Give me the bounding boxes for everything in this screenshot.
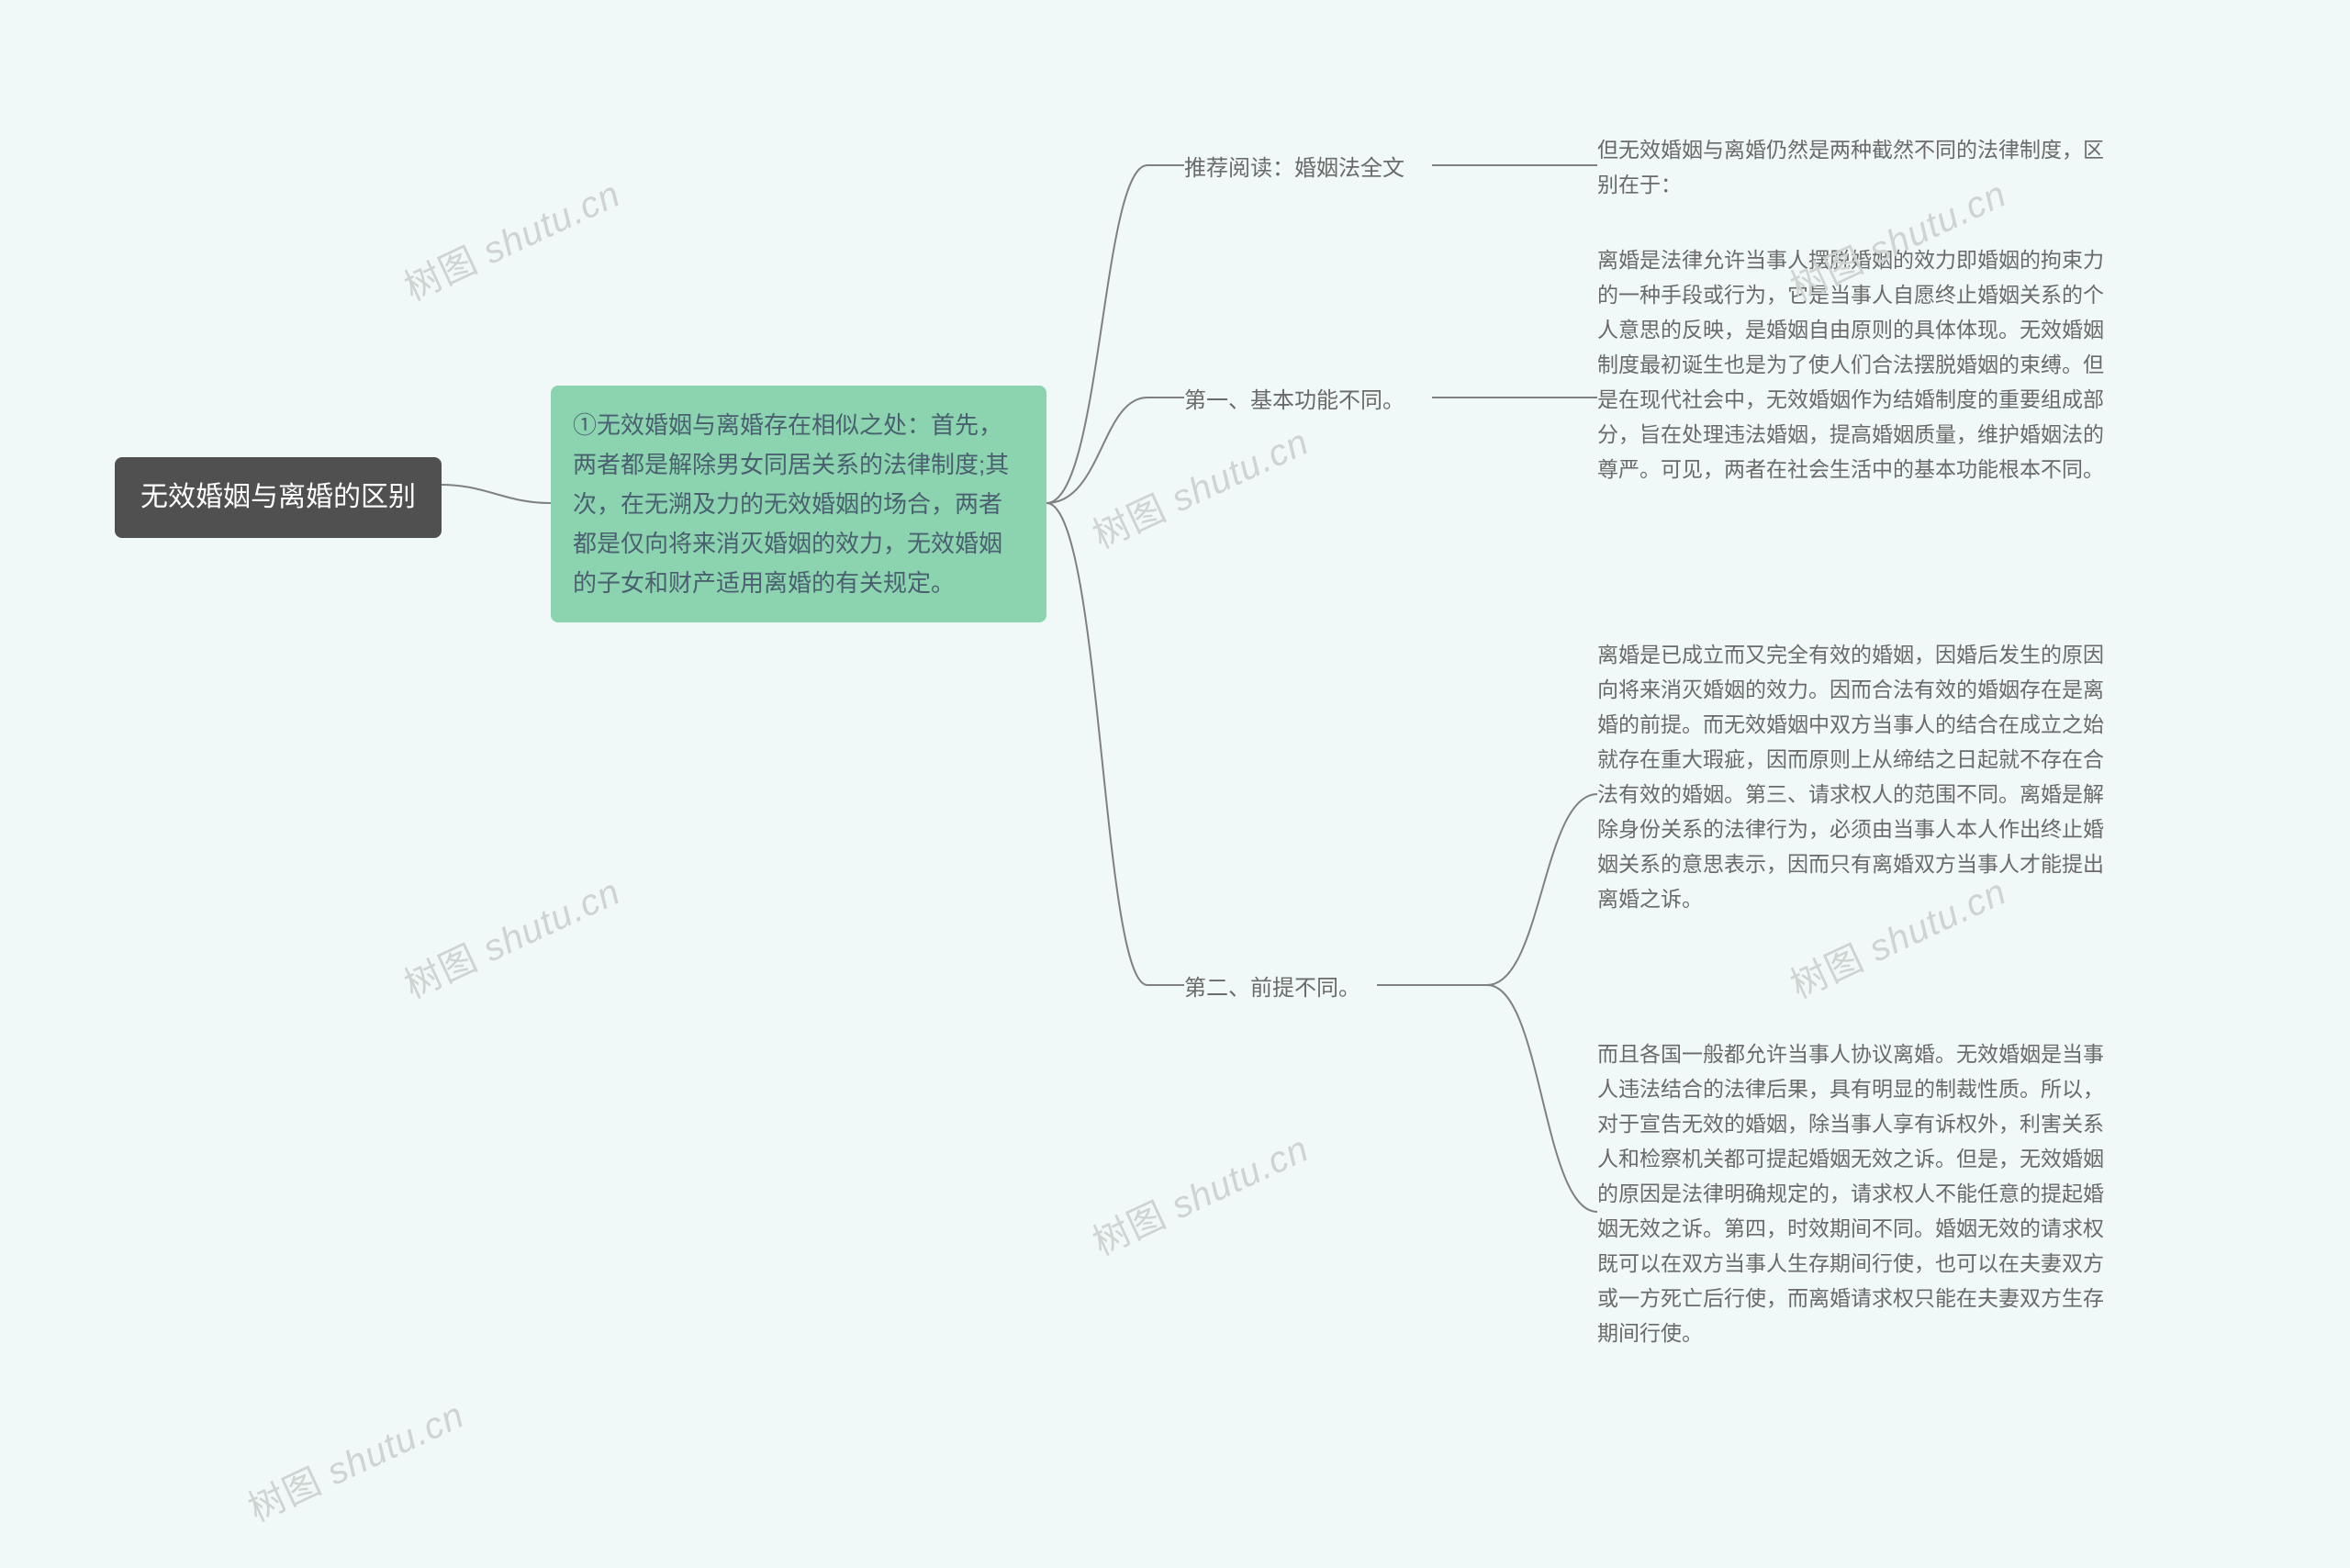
watermark: 树图 shutu.cn (395, 862, 628, 1009)
connector-path (441, 485, 551, 503)
watermark: 树图 shutu.cn (1083, 412, 1316, 559)
branch-label[interactable]: 第二、前提不同。 (1184, 971, 1360, 1006)
watermark: 树图 shutu.cn (1083, 1119, 1316, 1266)
leaf-node[interactable]: 而且各国一般都允许当事人协议离婚。无效婚姻是当事人违法结合的法律后果，具有明显的… (1597, 1037, 2111, 1350)
watermark: 树图 shutu.cn (395, 164, 628, 311)
leaf-node[interactable]: 离婚是已成立而又完全有效的婚姻，因婚后发生的原因向将来消灭婚姻的效力。因而合法有… (1597, 638, 2111, 917)
leaf-node[interactable]: 离婚是法律允许当事人摆脱婚姻的效力即婚姻的拘束力的一种手段或行为，它是当事人自愿… (1597, 243, 2111, 487)
connector-path (1377, 794, 1597, 985)
connector-path (1046, 503, 1184, 985)
watermark: 树图 shutu.cn (239, 1385, 472, 1532)
level2-node[interactable]: ①无效婚姻与离婚存在相似之处：首先，两者都是解除男女同居关系的法律制度;其次，在… (551, 386, 1046, 622)
root-node[interactable]: 无效婚姻与离婚的区别 (115, 457, 442, 538)
connector-path (1046, 165, 1184, 503)
leaf-node[interactable]: 但无效婚姻与离婚仍然是两种截然不同的法律制度，区别在于： (1597, 133, 2111, 203)
connector-path (1377, 985, 1597, 1212)
connector-path (1046, 398, 1184, 503)
branch-label[interactable]: 推荐阅读：婚姻法全文 (1184, 151, 1404, 186)
branch-label[interactable]: 第一、基本功能不同。 (1184, 384, 1404, 419)
